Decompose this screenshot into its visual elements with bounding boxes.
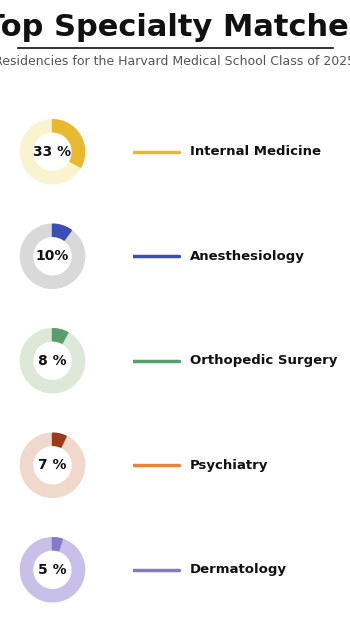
Polygon shape xyxy=(20,537,85,602)
Polygon shape xyxy=(52,537,62,551)
Polygon shape xyxy=(20,433,85,498)
Text: Residencies for the Harvard Medical School Class of 2025: Residencies for the Harvard Medical Scho… xyxy=(0,55,350,68)
Text: Internal Medicine: Internal Medicine xyxy=(190,146,321,158)
Text: Dermatology: Dermatology xyxy=(190,564,287,576)
Polygon shape xyxy=(20,119,85,184)
Text: 8 %: 8 % xyxy=(38,354,67,368)
Polygon shape xyxy=(52,224,71,240)
Text: Orthopedic Surgery: Orthopedic Surgery xyxy=(190,355,337,367)
Text: 10%: 10% xyxy=(36,249,69,263)
Text: 33 %: 33 % xyxy=(34,145,71,159)
Polygon shape xyxy=(20,224,85,289)
Text: Psychiatry: Psychiatry xyxy=(190,459,268,471)
Text: Anesthesiology: Anesthesiology xyxy=(190,250,304,262)
Polygon shape xyxy=(52,119,85,167)
Polygon shape xyxy=(52,433,66,447)
Polygon shape xyxy=(20,328,85,393)
Text: 7 %: 7 % xyxy=(38,458,67,472)
Text: 5 %: 5 % xyxy=(38,563,67,577)
Polygon shape xyxy=(52,328,68,343)
Text: Top Specialty Matches: Top Specialty Matches xyxy=(0,13,350,42)
